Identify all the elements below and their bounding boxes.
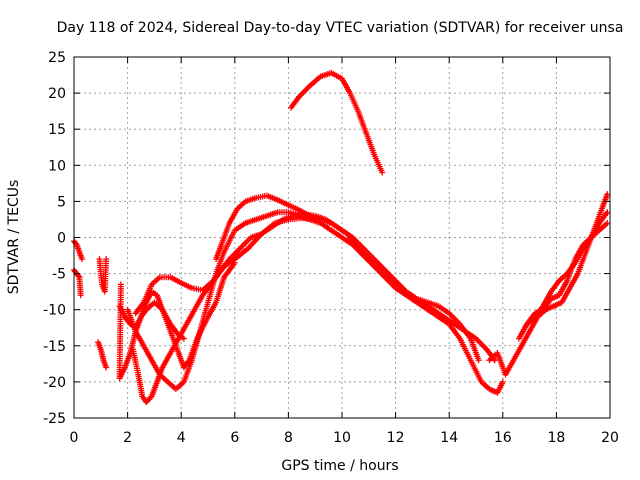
x-tick-label: 20	[601, 430, 619, 446]
y-tick-label: -10	[43, 303, 66, 319]
data-point-markers	[96, 256, 110, 295]
series-trace-l	[486, 191, 611, 378]
x-tick-label: 6	[230, 430, 239, 446]
series-trace-h	[132, 211, 498, 364]
y-tick-label: 15	[48, 122, 66, 138]
data-point-markers	[132, 211, 498, 364]
data-point-markers	[71, 238, 86, 263]
axis-ticks: 0 2 4 6 8 10 12 14 16 18 20 -25 -20 -15 -10 -5 0 5 10 15 20 2…	[43, 50, 619, 446]
x-tick-label: 16	[494, 430, 512, 446]
data-point-markers	[288, 69, 386, 176]
x-tick-label: 18	[547, 430, 565, 446]
x-tick-label: 8	[284, 430, 293, 446]
data-point-markers	[124, 209, 506, 396]
series-trace-e	[116, 281, 187, 382]
y-tick-label: -25	[43, 411, 66, 427]
x-tick-label: 2	[123, 430, 132, 446]
data-point-markers	[116, 281, 187, 382]
data-point-markers	[486, 191, 611, 378]
series-trace-n	[515, 209, 611, 342]
y-tick-label: 10	[48, 158, 66, 174]
series-trace-c	[95, 339, 110, 371]
y-tick-label: -20	[43, 375, 66, 391]
x-tick-label: 10	[333, 430, 351, 446]
y-axis-label: SDTVAR / TECUs	[6, 180, 22, 295]
data-point-markers	[95, 339, 110, 371]
y-tick-label: -5	[52, 267, 66, 283]
data-point-markers	[213, 192, 482, 364]
series-trace-i	[124, 209, 506, 396]
data-point-markers	[515, 209, 611, 342]
chart-title: Day 118 of 2024, Sidereal Day-to-day VTE…	[57, 20, 624, 36]
x-tick-label: 14	[440, 430, 458, 446]
x-tick-label: 0	[70, 430, 79, 446]
y-tick-label: 0	[57, 231, 66, 247]
y-tick-label: -15	[43, 339, 66, 355]
x-axis-label: GPS time / hours	[281, 458, 398, 474]
y-tick-label: 25	[48, 50, 66, 66]
x-tick-label: 4	[177, 430, 186, 446]
data-series	[71, 69, 611, 406]
series-trace-b	[71, 266, 84, 299]
series-trace-d	[96, 256, 110, 295]
y-tick-label: 20	[48, 86, 66, 102]
series-trace-a	[71, 238, 86, 263]
y-tick-label: 5	[57, 194, 66, 210]
series-trace-j	[213, 192, 482, 364]
data-point-markers	[71, 266, 84, 299]
series-trace-k	[288, 69, 386, 176]
x-tick-label: 12	[387, 430, 405, 446]
